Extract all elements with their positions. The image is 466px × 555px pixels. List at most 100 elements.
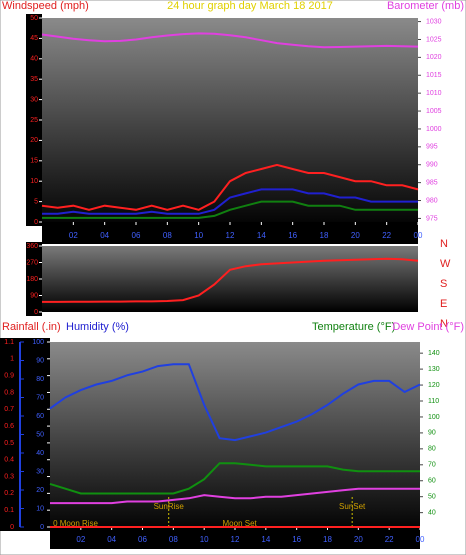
y3-tick-label: 80 xyxy=(36,376,44,383)
x-tick-label: 10 xyxy=(194,231,203,240)
x-tick-label: 16 xyxy=(292,535,301,544)
x-tick-label: 12 xyxy=(231,535,240,544)
axis-label: Dew Point (°F) xyxy=(392,321,464,333)
y-tick-label: 90 xyxy=(30,292,38,299)
y-tick-label: 0.9 xyxy=(4,372,14,379)
y2-tick-label: 1015 xyxy=(426,72,442,79)
y2-tick-label: 110 xyxy=(428,398,439,405)
y3-tick-label: 50 xyxy=(36,431,44,438)
x-axis-strip xyxy=(50,527,420,549)
y-tick-label: 0.8 xyxy=(4,389,14,396)
y2-tick-label: S xyxy=(440,278,447,290)
y2-tick-label: 1020 xyxy=(426,54,442,61)
y-tick-label: 5 xyxy=(34,198,38,205)
x-tick-label: 08 xyxy=(169,535,178,544)
y3-tick-label: 40 xyxy=(36,450,44,457)
x-tick-label: 20 xyxy=(354,535,363,544)
y2-tick-label: 120 xyxy=(428,382,440,389)
y2-tick-label: 140 xyxy=(428,350,440,357)
event-label: SunRise xyxy=(154,502,185,511)
y3-tick-label: 60 xyxy=(36,413,44,420)
axis-strip xyxy=(26,242,42,316)
x-tick-label: 10 xyxy=(200,535,209,544)
series-line xyxy=(42,257,419,303)
y-tick-label: 45 xyxy=(30,35,38,42)
y-tick-label: 0.4 xyxy=(4,457,14,464)
axis-label: Rainfall (.in) xyxy=(2,321,61,333)
y-tick-label: 50 xyxy=(30,15,38,22)
x-tick-label: 14 xyxy=(261,535,270,544)
y2-tick-label: 60 xyxy=(428,478,436,485)
y2-tick-label: 985 xyxy=(426,179,438,186)
y2-tick-label: 1005 xyxy=(426,108,442,115)
x-tick-label: 04 xyxy=(107,535,116,544)
y2-tick-label: 975 xyxy=(426,215,438,222)
x-tick-label: 06 xyxy=(138,535,147,544)
y3-tick-label: 10 xyxy=(36,505,44,512)
y3-tick-label: 90 xyxy=(36,357,44,364)
event-label: 0 Moon Rise xyxy=(53,519,98,528)
y2-tick-label: 70 xyxy=(428,462,436,469)
x-tick-label: 00 xyxy=(416,535,425,544)
y2-tick-label: 100 xyxy=(428,414,440,421)
y-tick-label: 30 xyxy=(30,96,38,103)
y-tick-label: 0.5 xyxy=(4,440,14,447)
x-tick-label: 16 xyxy=(288,231,297,240)
y-tick-label: 0.6 xyxy=(4,423,14,430)
x-tick-label: 00 xyxy=(414,231,423,240)
series-line xyxy=(41,163,419,211)
x-tick-label: 20 xyxy=(351,231,360,240)
y3-tick-label: 70 xyxy=(36,394,44,401)
x-tick-label: 12 xyxy=(226,231,235,240)
y-tick-label: 35 xyxy=(30,76,38,83)
y2-tick-label: 50 xyxy=(428,494,436,501)
series-line xyxy=(49,462,420,495)
y-tick-label: 180 xyxy=(26,276,38,283)
series-line xyxy=(42,200,418,219)
y2-tick-label: 1030 xyxy=(426,18,442,25)
y-tick-label: 15 xyxy=(30,158,38,165)
axis-strip xyxy=(26,14,42,226)
y2-tick-label: 90 xyxy=(428,430,436,437)
y2-tick-label: 1000 xyxy=(426,126,442,133)
y-tick-label: 0.2 xyxy=(4,490,14,497)
x-tick-label: 04 xyxy=(100,231,109,240)
series-line xyxy=(41,32,419,49)
plot-area xyxy=(42,18,418,222)
y-tick-label: 0 xyxy=(10,524,14,531)
x-tick-label: 22 xyxy=(385,535,394,544)
x-tick-label: 18 xyxy=(323,535,332,544)
x-axis-strip xyxy=(42,222,418,244)
series-line xyxy=(42,188,418,215)
y3-tick-label: 20 xyxy=(36,487,44,494)
y-tick-label: 0 xyxy=(34,219,38,226)
y2-tick-label: N xyxy=(440,318,448,330)
y2-tick-label: 80 xyxy=(428,446,436,453)
y2-tick-label: N xyxy=(440,238,448,250)
x-tick-label: 08 xyxy=(163,231,172,240)
x-tick-label: 02 xyxy=(76,535,85,544)
y-tick-label: 0.3 xyxy=(4,473,14,480)
x-tick-label: 02 xyxy=(69,231,78,240)
y2-tick-label: 995 xyxy=(426,144,438,151)
event-label: Moon Set xyxy=(223,519,258,528)
y3-tick-label: 30 xyxy=(36,468,44,475)
y-tick-label: 25 xyxy=(30,117,38,124)
y-tick-label: 1.1 xyxy=(4,339,14,346)
axis-label: Humidity (%) xyxy=(66,321,129,333)
axis-label: Barometer (mb) xyxy=(387,0,464,12)
event-label: SunSet xyxy=(339,502,366,511)
axis-label: Temperature (°F) xyxy=(312,321,395,333)
y2-tick-label: 130 xyxy=(428,366,440,373)
x-tick-label: 14 xyxy=(257,231,266,240)
series-line xyxy=(50,487,420,505)
y2-tick-label: 980 xyxy=(426,197,438,204)
y2-tick-label: E xyxy=(440,298,447,310)
y2-tick-label: 1010 xyxy=(426,90,442,97)
y2-tick-label: 990 xyxy=(426,162,438,169)
y2-tick-label: 40 xyxy=(428,509,436,516)
x-tick-label: 22 xyxy=(382,231,391,240)
series-line xyxy=(49,363,421,442)
axis-strip xyxy=(0,338,50,531)
